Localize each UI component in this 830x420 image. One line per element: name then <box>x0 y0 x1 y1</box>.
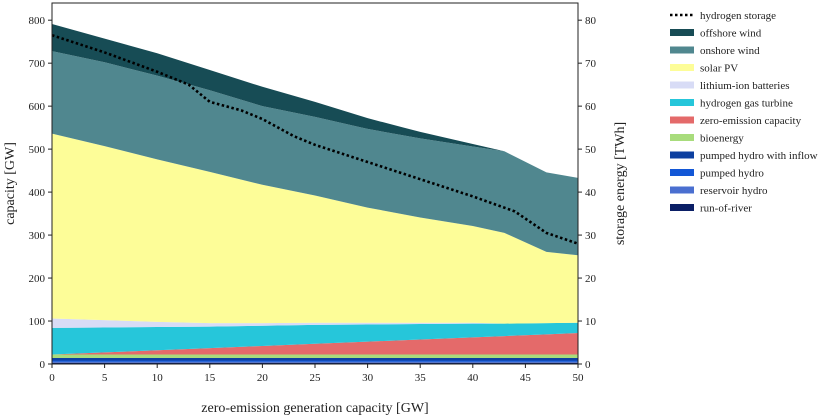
legend-swatch <box>670 204 694 211</box>
area-solar-pv <box>52 133 578 324</box>
legend-swatch <box>670 186 694 194</box>
y-tick-label: 600 <box>29 101 46 113</box>
legend-swatch <box>670 169 694 176</box>
y2-tick-label: 50 <box>585 144 597 156</box>
y-tick-label: 100 <box>29 316 46 328</box>
y2-tick-label: 10 <box>585 316 597 328</box>
y2-tick-label: 0 <box>585 359 591 371</box>
legend-label: zero-emission capacity <box>700 115 802 127</box>
y-tick-label: 300 <box>29 230 46 242</box>
legend-item-lithium-ion-batteries: lithium-ion batteries <box>670 80 790 92</box>
legend-item-run-of-river: run-of-river <box>670 203 752 215</box>
stacked-areas <box>52 24 578 364</box>
x-tick-label: 20 <box>257 372 269 384</box>
x-tick-label: 15 <box>204 372 216 384</box>
y2-tick-label: 20 <box>585 273 597 285</box>
x-tick-label: 35 <box>415 372 427 384</box>
x-axis-ticks: 0 5 10 15 20 25 30 35 40 45 50 <box>49 364 584 384</box>
y2-tick-label: 80 <box>585 15 597 27</box>
legend-item-solar-pv: solar PV <box>670 63 738 75</box>
y2-tick-label: 60 <box>585 101 597 113</box>
y2-tick-label: 30 <box>585 230 597 242</box>
x-tick-label: 40 <box>467 372 479 384</box>
legend-swatch <box>670 99 694 106</box>
x-tick-label: 5 <box>102 372 108 384</box>
legend-label: pumped hydro <box>700 168 764 180</box>
area-pumped-hydro-with-inflow <box>52 357 578 361</box>
x-tick-label: 0 <box>49 372 55 384</box>
x-tick-label: 45 <box>520 372 532 384</box>
x-tick-label: 25 <box>310 372 322 384</box>
legend-swatch <box>670 116 694 124</box>
y-tick-label: 0 <box>40 359 46 371</box>
legend-item-pumped-hydro: pumped hydro <box>670 168 764 180</box>
legend-item-hydrogen-gas-turbine: hydrogen gas turbine <box>670 98 793 110</box>
x-axis-title: zero-emission generation capacity [GW] <box>201 401 428 415</box>
y-tick-label: 200 <box>29 273 46 285</box>
x-tick-label: 50 <box>573 372 585 384</box>
y-axis-ticks: 0 100 200 300 400 500 600 700 800 <box>29 15 52 371</box>
legend-item-offshore-wind: offshore wind <box>670 28 762 40</box>
legend-item-reservoir-hydro: reservoir hydro <box>670 185 768 197</box>
area-reservoir-hydro <box>52 361 578 363</box>
y2-axis-title: storage energy [TWh] <box>613 122 628 245</box>
legend-label: hydrogen gas turbine <box>700 98 793 110</box>
legend-swatch <box>670 151 694 159</box>
y-tick-label: 400 <box>29 187 46 199</box>
y2-tick-label: 40 <box>585 187 597 199</box>
legend-label: onshore wind <box>700 45 760 57</box>
area-offshore-wind <box>52 24 578 178</box>
y-tick-label: 500 <box>29 144 46 156</box>
legend-label: offshore wind <box>700 28 762 40</box>
legend-label: pumped hydro with inflow <box>700 150 818 162</box>
legend-item-pumped-hydro-with-inflow: pumped hydro with inflow <box>670 150 818 162</box>
legend-label: solar PV <box>700 63 738 75</box>
y2-tick-label: 70 <box>585 58 597 70</box>
legend-item-hydrogen-storage: hydrogen storage <box>670 10 776 22</box>
area-lithium-ion-batteries <box>52 318 578 328</box>
legend-swatch <box>670 29 694 36</box>
legend-label: lithium-ion batteries <box>700 80 790 92</box>
area-pumped-hydro <box>52 360 578 362</box>
legend-swatch <box>670 46 694 54</box>
legend-swatch <box>670 64 694 71</box>
legend-label: hydrogen storage <box>700 10 776 22</box>
legend: hydrogen storage offshore wind onshore win… <box>670 10 818 215</box>
y-axis-title: capacity [GW] <box>3 142 18 225</box>
legend-label: run-of-river <box>700 203 752 215</box>
legend-label: bioenergy <box>700 133 744 145</box>
area-bioenergy <box>52 354 578 358</box>
legend-item-bioenergy: bioenergy <box>670 133 744 145</box>
x-tick-label: 30 <box>362 372 374 384</box>
legend-label: reservoir hydro <box>700 185 768 197</box>
area-hydrogen-gas-turbine <box>52 322 578 355</box>
area-onshore-wind <box>52 51 578 256</box>
x-tick-label: 10 <box>152 372 164 384</box>
area-zero-emission-capacity <box>52 333 578 355</box>
y-tick-label: 800 <box>29 15 46 27</box>
legend-swatch <box>670 134 694 141</box>
y-tick-label: 700 <box>29 58 46 70</box>
y2-axis-ticks: 0 10 20 30 40 50 60 70 80 <box>578 15 597 371</box>
legend-item-onshore-wind: onshore wind <box>670 45 760 57</box>
legend-swatch <box>670 81 694 89</box>
legend-item-zero-emission-capacity: zero-emission capacity <box>670 115 802 127</box>
